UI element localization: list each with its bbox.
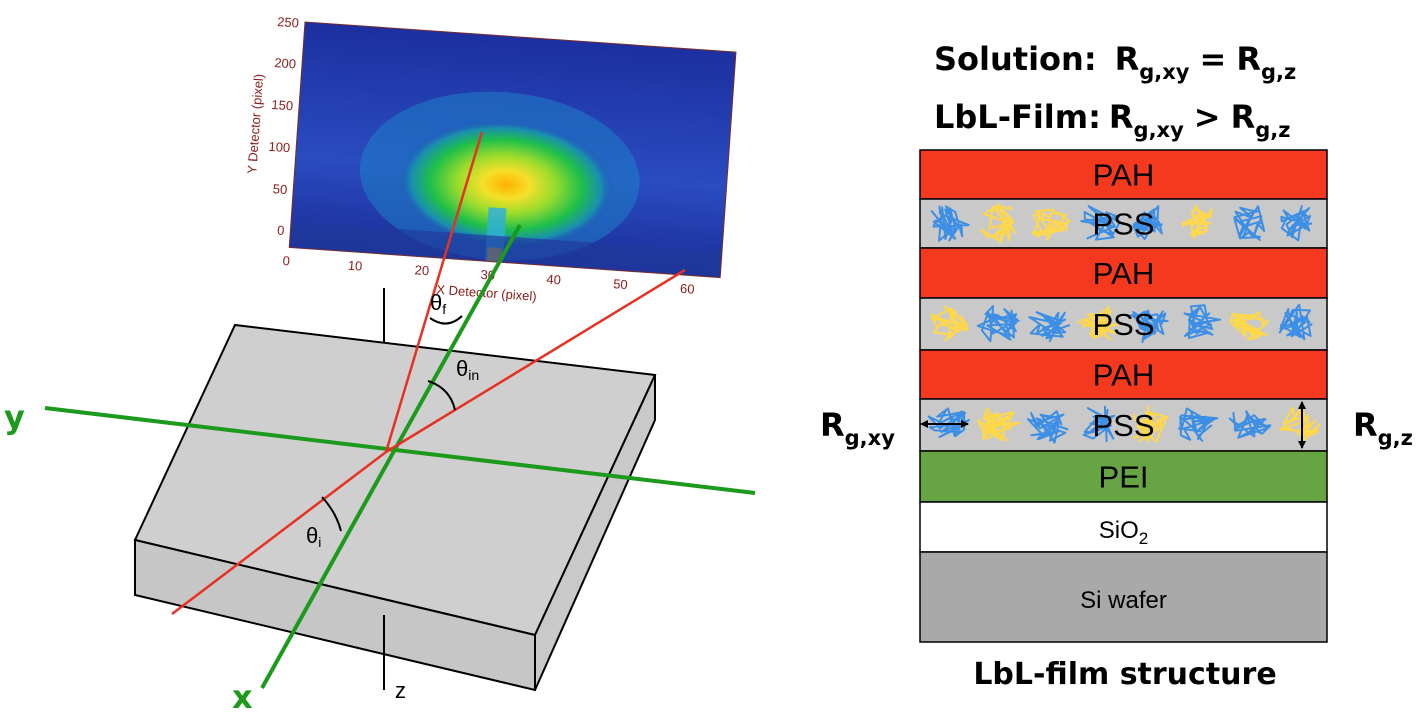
layer-label: PSS	[1092, 408, 1154, 443]
polymer-coil	[980, 203, 1017, 244]
specular-beam	[385, 268, 686, 454]
layer-6-pei	[919, 450, 1328, 503]
layer-7-sio	[919, 501, 1328, 553]
layer-label: Si wafer	[1080, 587, 1167, 614]
layer-label: PSS	[1092, 207, 1154, 242]
polymer-coil	[1228, 410, 1272, 439]
theta-in-label: θin	[456, 356, 479, 383]
detector-image: 0 10 20 30 40 50 60 X Detector (pixel) 0…	[244, 14, 737, 304]
scattering-geometry: 0 10 20 30 40 50 60 X Detector (pixel) 0…	[4, 14, 756, 716]
layer-0-pah	[919, 149, 1328, 200]
x-tick-10: 10	[347, 258, 362, 274]
polymer-coil	[1080, 205, 1121, 241]
detector-x-axis-label: X Detector (pixel)	[436, 282, 537, 304]
theta-i-arc	[321, 496, 342, 532]
layer-8-si-wafer	[919, 551, 1328, 643]
theta-f-arc	[429, 315, 463, 325]
polymer-coil	[977, 407, 1021, 442]
layer-label: SiO2	[1099, 517, 1148, 548]
x-tick-50: 50	[613, 276, 628, 292]
polymer-coil	[1028, 311, 1071, 342]
polymer-coil	[1026, 410, 1069, 444]
theta-i-label: θi	[306, 523, 321, 550]
detector-y-axis-label: Y Detector (pixel)	[244, 73, 266, 174]
x-tick-60: 60	[680, 281, 695, 297]
scattering-spot	[398, 120, 614, 249]
polymer-coil	[1130, 309, 1169, 343]
polymer-coil	[1132, 205, 1163, 241]
layer-stack: PAH PSS PAH PSS PAH PSS PEI SiO2 Si wafer	[919, 149, 1328, 643]
x-axis-label: x	[232, 678, 253, 716]
figure-caption: LbL-film structure	[973, 657, 1276, 692]
polymer-coil	[1278, 303, 1313, 341]
layer-label: PAH	[1093, 256, 1154, 291]
x-tick-40: 40	[546, 271, 561, 287]
theta-in-arc	[427, 380, 456, 411]
y-tick-200: 200	[274, 55, 297, 71]
polymer-coil	[1177, 407, 1219, 442]
scattered-beam	[384, 131, 484, 453]
layer-label: PAH	[1093, 358, 1154, 393]
solution-equation: Solution: Rg,xy = Rg,z	[934, 40, 1296, 84]
layer-4-pah	[919, 349, 1328, 400]
layer-3-pss	[919, 297, 1328, 351]
y-axis-line	[44, 406, 756, 495]
y-tick-100: 100	[268, 139, 291, 155]
layer-label: PEI	[1099, 460, 1149, 495]
x-axis-line	[260, 224, 522, 689]
rg-xy-label: Rg,xy	[820, 406, 895, 450]
y-tick-150: 150	[271, 97, 294, 113]
layer-label: PAH	[1093, 158, 1154, 193]
polymer-coil	[1280, 205, 1313, 242]
polymer-coil	[1183, 304, 1221, 339]
y-tick-50: 50	[272, 181, 287, 197]
x-tick-0: 0	[282, 253, 290, 268]
layer-label: PSS	[1092, 307, 1154, 342]
polymer-coil	[1082, 405, 1116, 442]
incident-beam	[171, 451, 387, 615]
lbl-film-panel: Solution: Rg,xy = Rg,z LbL-Film: Rg,xy > Rg,z …	[820, 40, 1413, 692]
polymer-coil	[1132, 405, 1169, 443]
detector-x-ticks: 0 10 20 30 40 50 60	[282, 253, 695, 297]
layer-2-pah	[919, 247, 1328, 299]
polymer-coil	[930, 305, 969, 342]
polymer-coil	[1077, 306, 1119, 341]
detector-y-ticks: 0 50 100 150 200 250	[268, 14, 300, 238]
y-axis-label: y	[4, 398, 25, 436]
theta-f-label: θf	[430, 290, 446, 317]
y-tick-0: 0	[277, 223, 285, 238]
substrate	[133, 323, 657, 692]
detector-frame	[288, 21, 737, 279]
y-tick-250: 250	[277, 14, 300, 30]
x-tick-20: 20	[414, 262, 429, 278]
polymer-coil	[1031, 208, 1071, 241]
film-equation: LbL-Film: Rg,xy > Rg,z	[934, 98, 1290, 142]
rg-z-label: Rg,z	[1353, 406, 1413, 450]
polymer-coil	[976, 305, 1020, 343]
polymer-coil	[1233, 205, 1266, 241]
polymer-coil	[1181, 204, 1213, 240]
polymer-coil	[930, 205, 970, 242]
polymer-coil	[1229, 310, 1269, 341]
substrate-side	[534, 374, 656, 691]
z-axis-label: z	[395, 678, 406, 703]
